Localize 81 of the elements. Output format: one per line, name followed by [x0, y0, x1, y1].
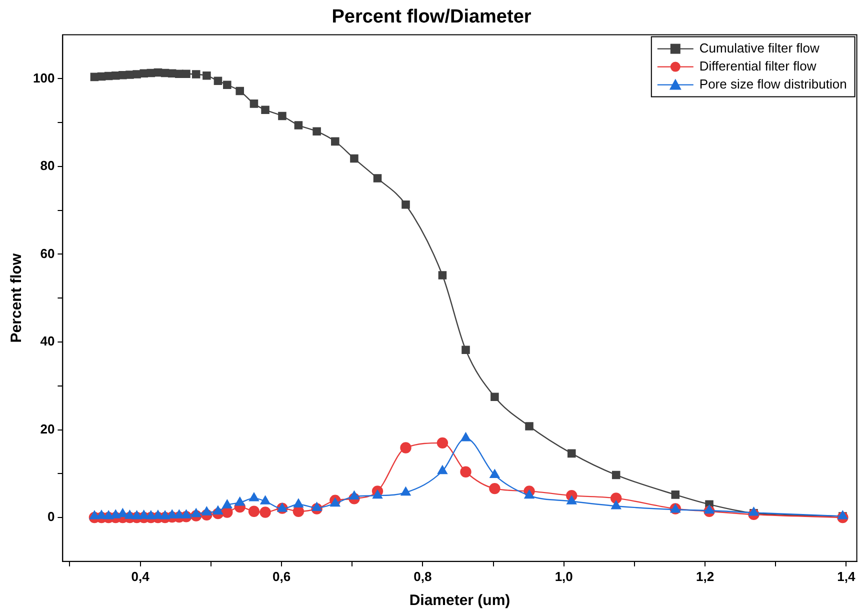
point: [96, 510, 106, 519]
x-axis-title: Diameter (um): [409, 592, 510, 610]
point: [372, 490, 382, 499]
x-tick-label: 0,4: [131, 568, 150, 584]
point: [213, 506, 223, 514]
point: [223, 80, 232, 89]
x-tick-label: 1,0: [554, 568, 573, 584]
point: [126, 70, 134, 79]
legend-label: Cumulative filter flow: [699, 40, 820, 56]
point: [460, 466, 472, 478]
point: [490, 392, 499, 401]
point: [250, 100, 258, 108]
point: [704, 504, 714, 514]
point: [312, 127, 321, 136]
point: [181, 510, 192, 518]
point: [438, 465, 448, 474]
y-tick-label: 100: [32, 70, 55, 86]
point: [222, 500, 232, 508]
point: [191, 508, 202, 518]
point: [118, 508, 128, 518]
point: [462, 346, 470, 354]
point: [214, 76, 222, 86]
point: [331, 137, 340, 146]
point: [525, 422, 534, 430]
point: [438, 271, 447, 280]
x-tick-label: 0,8: [414, 568, 432, 584]
point: [153, 510, 163, 519]
point: [248, 506, 260, 517]
point: [610, 492, 622, 504]
point: [174, 510, 184, 518]
point: [490, 469, 500, 478]
point: [611, 500, 622, 510]
point: [260, 506, 271, 518]
legend-label: Pore size flow distribution: [699, 76, 847, 92]
point: [312, 502, 322, 511]
point: [671, 490, 680, 499]
point: [192, 70, 200, 78]
point: [278, 112, 286, 120]
point: [294, 121, 303, 130]
point: [612, 470, 620, 480]
point: [460, 432, 471, 442]
point: [567, 449, 576, 458]
legend-label: Differential filter flow: [699, 58, 817, 74]
point: [234, 496, 245, 506]
point: [436, 437, 448, 449]
point: [350, 154, 358, 163]
point: [524, 490, 534, 499]
point: [294, 498, 304, 508]
point: [132, 70, 141, 78]
y-tick-label: 60: [40, 246, 55, 261]
point: [132, 510, 142, 520]
point: [202, 71, 211, 80]
x-tick-label: 1,2: [696, 568, 714, 584]
x-tick-label: 1,4: [837, 568, 856, 584]
point: [349, 490, 360, 500]
y-tick-label: 20: [40, 421, 55, 436]
point: [330, 498, 340, 507]
point: [489, 482, 500, 494]
y-tick-label: 40: [40, 334, 55, 349]
point: [202, 506, 212, 516]
point: [400, 486, 411, 496]
point: [124, 510, 135, 519]
point: [400, 442, 412, 454]
point: [566, 496, 577, 504]
point: [249, 492, 259, 502]
point: [90, 510, 100, 520]
point: [260, 496, 270, 504]
point: [118, 71, 127, 80]
point: [167, 510, 178, 518]
point: [182, 70, 190, 78]
x-tick-label: 0,6: [272, 568, 291, 584]
y-tick-label: 80: [40, 158, 55, 174]
point: [402, 200, 410, 209]
point: [140, 69, 148, 78]
y-tick-label: 0: [47, 509, 55, 524]
y-axis-title: Percent flow: [8, 253, 26, 343]
point: [110, 510, 121, 518]
point: [261, 106, 270, 114]
point: [373, 174, 382, 182]
point: [236, 86, 244, 96]
chart-title: Percent flow/Diameter: [332, 6, 532, 28]
